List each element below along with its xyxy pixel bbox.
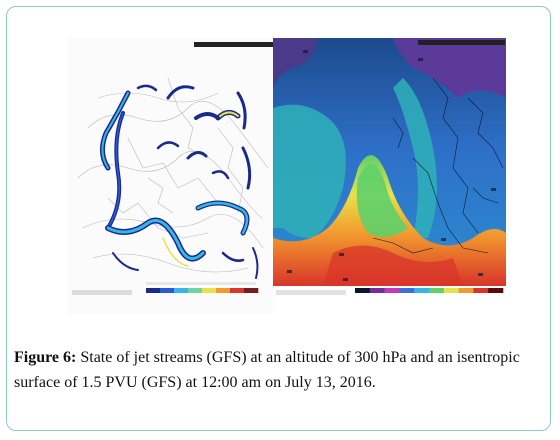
pvu-map: [273, 38, 506, 314]
trough-central: [393, 78, 437, 238]
colorbar-swatch: [174, 288, 189, 293]
left-legend-strip: [72, 290, 132, 295]
colorbar-swatch: [244, 288, 259, 293]
colorbar-swatch: [202, 288, 217, 293]
colorbar-swatch: [146, 288, 161, 293]
trough-west: [273, 104, 346, 239]
ridge-green: [356, 164, 408, 237]
pvu-colorbar: [355, 288, 504, 293]
colorbar-swatch: [216, 288, 231, 293]
pvu-plot: [273, 38, 506, 314]
figure-label: Figure 6:: [14, 349, 77, 366]
colorbar-swatch: [488, 288, 504, 293]
left-colorbar: [146, 288, 259, 293]
figure-caption: Figure 6: State of jet streams (GFS) at …: [14, 345, 544, 395]
colorbar-swatch: [414, 288, 430, 293]
jet-stream-plot: [72, 77, 269, 295]
left-tick-strip: [146, 282, 256, 285]
colorbar-swatch: [399, 288, 415, 293]
colorbar-swatch: [473, 288, 489, 293]
colorbar-swatch: [443, 288, 459, 293]
hot-band: [323, 245, 463, 286]
colorbar-swatch: [188, 288, 203, 293]
jet-stream-map: [68, 38, 273, 314]
pvu-markers: [287, 50, 496, 281]
colorbar-swatch: [230, 288, 245, 293]
pvu-header-bar: [418, 40, 505, 45]
colorbar-swatch: [160, 288, 175, 293]
colorbar-swatch: [355, 288, 371, 293]
figure-image: [68, 38, 506, 318]
jet-streams: [100, 84, 259, 279]
coastlines: [77, 77, 269, 273]
colorbar-swatch: [369, 288, 385, 293]
colorbar-swatch: [384, 288, 400, 293]
map-header-bar: [194, 42, 273, 47]
colorbar-swatch: [458, 288, 474, 293]
pvu-legend-strip: [276, 290, 346, 295]
colorbar-swatch: [429, 288, 445, 293]
figure-caption-text: State of jet streams (GFS) at an altitud…: [14, 349, 520, 391]
high-pv-north: [393, 38, 506, 98]
pvu-coastlines: [372, 77, 504, 254]
